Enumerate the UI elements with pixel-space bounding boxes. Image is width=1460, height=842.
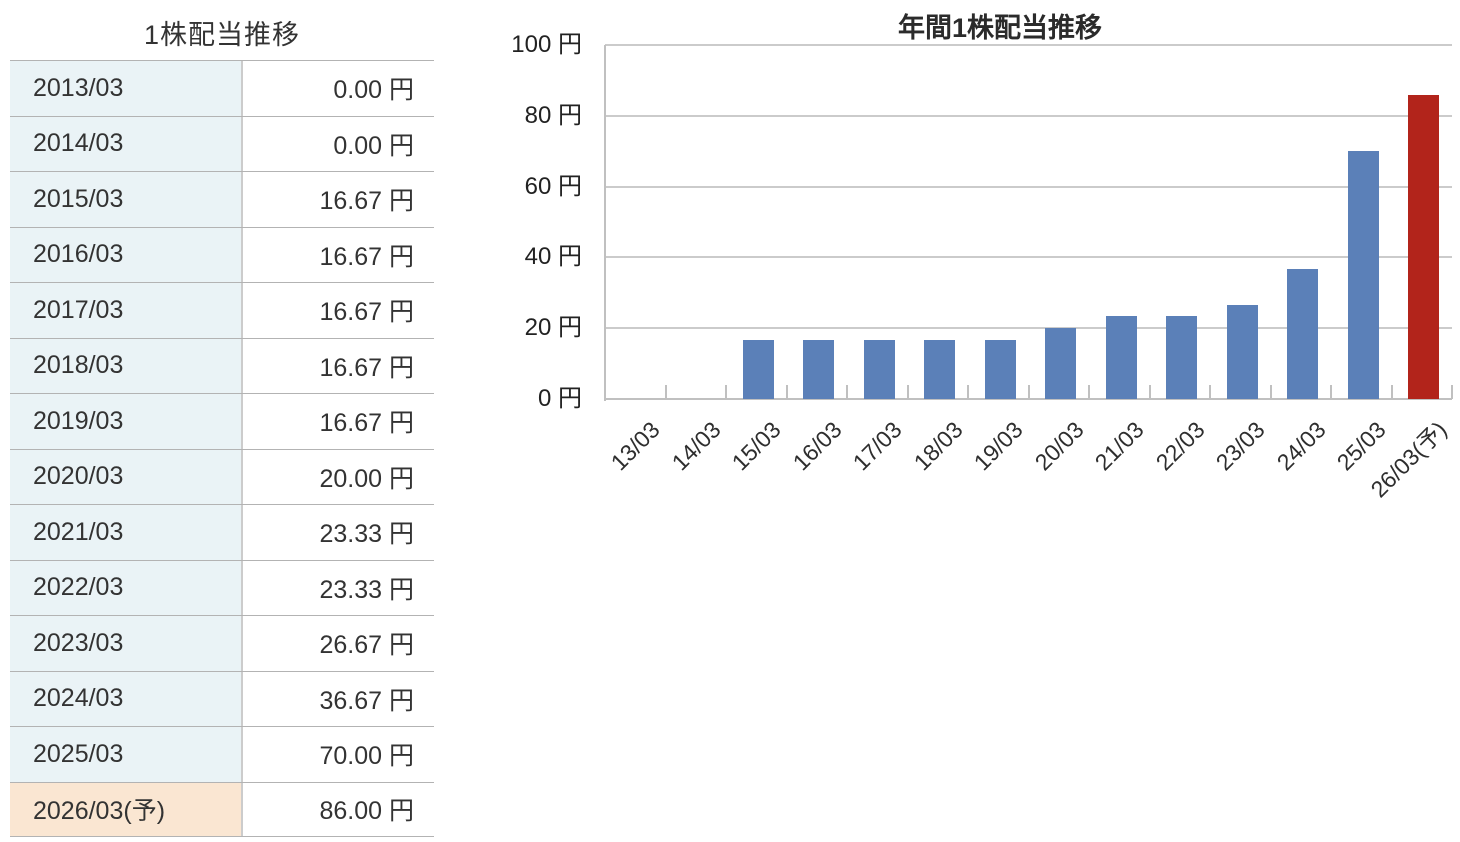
row-period-label: 2023/03: [10, 616, 243, 671]
row-period-label: 2016/03: [10, 227, 243, 282]
y-axis-label: 20 円: [524, 314, 582, 342]
x-axis-tick: [1088, 385, 1090, 399]
bar: [863, 339, 895, 399]
x-axis-tick: [1269, 385, 1272, 399]
x-axis-tick: [785, 385, 788, 399]
row-dividend-value: 36.67 円: [243, 671, 434, 726]
x-axis-label: 14/03: [666, 416, 726, 476]
x-axis-tick: [1027, 385, 1030, 399]
x-axis-label: 19/03: [968, 416, 1028, 476]
x-axis-label: 22/03: [1150, 416, 1210, 476]
x-axis-tick: [1148, 385, 1151, 399]
row-period-label: 2017/03: [10, 283, 243, 338]
row-dividend-value: 0.00 円: [243, 116, 434, 171]
y-axis-label: 40 円: [524, 243, 582, 271]
y-axis-label: 60 円: [524, 172, 582, 200]
row-period-label: 2018/03: [10, 338, 243, 393]
row-period-label: 2015/03: [10, 172, 243, 227]
table-row: 2019/03 16.67 円: [10, 393, 434, 449]
table-row: 2013/03 0.00 円: [10, 60, 434, 116]
x-axis-tick: [967, 385, 969, 399]
bar: [1166, 316, 1198, 399]
row-period-label: 2021/03: [10, 505, 243, 560]
row-dividend-value: 16.67 円: [243, 338, 434, 393]
table-row: 2023/03 26.67 円: [10, 615, 434, 671]
x-axis-label: 15/03: [726, 416, 786, 476]
y-axis-label: 0 円: [537, 385, 582, 412]
row-dividend-value: 0.00 円: [243, 61, 434, 116]
x-axis-label: 18/03: [908, 416, 968, 476]
x-axis-tick: [725, 385, 727, 399]
x-axis-label: 23/03: [1210, 416, 1270, 476]
row-period-label: 2026/03(予): [10, 782, 243, 836]
x-axis-tick: [1209, 385, 1211, 399]
row-dividend-value: 86.00 円: [243, 782, 434, 836]
row-period-label: 2025/03: [10, 727, 243, 782]
gridline: [605, 256, 1452, 259]
table-row: 2025/03 70.00 円: [10, 726, 434, 782]
bar-forecast: [1408, 94, 1440, 399]
gridline: [605, 114, 1452, 117]
x-axis-tick: [1390, 385, 1393, 399]
dividend-table: 2013/03 0.00 円 2014/03 0.00 円 2015/03 16.67 円…: [10, 60, 434, 837]
x-axis-label: 21/03: [1089, 416, 1149, 476]
x-axis-label: 13/03: [605, 416, 665, 476]
gridline: [605, 327, 1452, 330]
table-row: 2024/03 36.67 円: [10, 670, 434, 726]
bar: [1226, 304, 1258, 399]
y-axis-label: 100 円: [511, 31, 582, 58]
row-dividend-value: 16.67 円: [243, 394, 434, 449]
row-dividend-value: 16.67 円: [243, 227, 434, 282]
row-period-label: 2020/03: [10, 449, 243, 504]
x-axis-label: 20/03: [1029, 416, 1089, 476]
x-axis-tick: [664, 385, 667, 399]
table-row: 2018/03 16.67 円: [10, 337, 434, 393]
table-row: 2020/03 20.00 円: [10, 448, 434, 504]
table-row: 2014/03 0.00 円: [10, 115, 434, 171]
table-row: 2015/03 16.67 円: [10, 171, 434, 227]
row-dividend-value: 70.00 円: [243, 727, 434, 782]
row-dividend-value: 20.00 円: [243, 449, 434, 504]
row-period-label: 2019/03: [10, 394, 243, 449]
x-axis-tick: [1451, 385, 1453, 399]
chart-title: 年間1株配当推移: [897, 13, 1103, 43]
bar: [984, 339, 1016, 399]
x-axis-label: 24/03: [1271, 416, 1331, 476]
bar: [742, 339, 774, 399]
table-row: 2017/03 16.67 円: [10, 282, 434, 338]
row-dividend-value: 23.33 円: [243, 560, 434, 615]
bar: [1045, 328, 1077, 399]
row-period-label: 2014/03: [10, 116, 243, 171]
table-row: 2016/03 16.67 円: [10, 226, 434, 282]
table-row: 2021/03 23.33 円: [10, 504, 434, 560]
table-row: 2022/03 23.33 円: [10, 559, 434, 615]
gridline: [605, 44, 1452, 46]
table-title: 1株配当推移: [143, 20, 301, 50]
x-axis-label: 16/03: [787, 416, 847, 476]
row-period-label: 2024/03: [10, 671, 243, 726]
x-axis-label: 25/03: [1331, 416, 1391, 476]
bar: [1105, 316, 1137, 399]
bar: [1347, 151, 1379, 399]
row-dividend-value: 16.67 円: [243, 172, 434, 227]
x-axis-tick: [846, 385, 848, 399]
row-dividend-value: 26.67 円: [243, 616, 434, 671]
bar: [924, 339, 956, 399]
x-axis-tick: [1330, 385, 1332, 399]
x-axis-line: [605, 398, 1452, 400]
gridline: [605, 185, 1452, 188]
row-period-label: 2013/03: [10, 61, 243, 116]
row-period-label: 2022/03: [10, 560, 243, 615]
table-row: 2026/03(予) 86.00 円: [10, 781, 434, 837]
row-dividend-value: 16.67 円: [243, 283, 434, 338]
y-axis-line: [604, 45, 606, 401]
y-axis-label: 80 円: [524, 101, 582, 129]
x-axis-label: 17/03: [847, 416, 907, 476]
bar: [1287, 269, 1319, 399]
row-dividend-value: 23.33 円: [243, 505, 434, 560]
x-axis-tick: [906, 385, 909, 399]
bar: [803, 339, 835, 399]
